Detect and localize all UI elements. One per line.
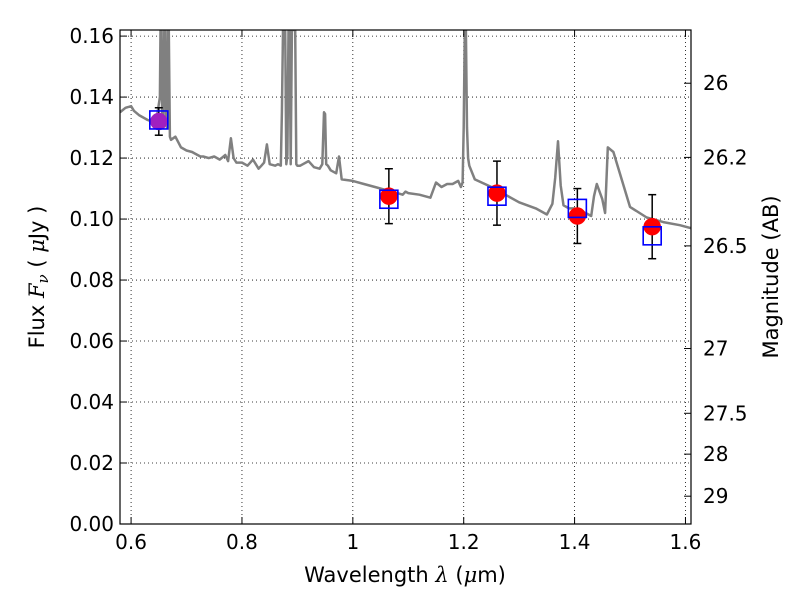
y-tick-label: 0.14: [69, 85, 114, 109]
x-tick-label: 0.6: [115, 530, 147, 554]
x-tick-label: 1.4: [559, 530, 591, 554]
y2-axis-label: Magnitude (AB): [759, 195, 783, 358]
y2-tick-label: 28: [703, 442, 728, 466]
y-tick-label: 0.10: [69, 207, 114, 231]
x-tick-label: 1.6: [670, 530, 702, 554]
model-photometry-square: [642, 226, 662, 246]
model-spectrum-line: [120, 30, 691, 230]
y-tick-label: 0.04: [69, 390, 114, 414]
y-tick-label: 0.00: [69, 512, 114, 536]
error-bars: [154, 107, 657, 260]
plot-data-layer: [120, 30, 691, 260]
observed-point: [568, 207, 587, 225]
y2-tick-label: 26: [703, 71, 728, 95]
model-photometry-square: [487, 186, 507, 206]
x-axis-ticks: 0.6 0.8 1 1.2 1.4 1.6: [115, 30, 701, 554]
y-tick-label: 0.08: [69, 268, 114, 292]
model-photometry-squares: [149, 110, 662, 246]
model-photometry-square: [149, 110, 169, 130]
y-axis-ticks: 0.00 0.02 0.04 0.06 0.08 0.10 0.12 0.14 0.16: [69, 24, 127, 536]
observed-point: [150, 112, 168, 131]
model-photometry-square: [567, 198, 588, 219]
x-tick-label: 1: [346, 530, 359, 554]
y2-tick-label: 29: [703, 484, 728, 508]
plot-frame: [119, 29, 692, 525]
y-tick-label: 0.02: [69, 451, 114, 475]
x-tick-label: 1.2: [448, 530, 480, 554]
y-tick-label: 0.16: [69, 24, 114, 48]
y-tick-label: 0.12: [69, 146, 114, 170]
grid-lines: [120, 30, 691, 525]
x-tick-label: 0.8: [226, 530, 258, 554]
y-axis-label: Flux Fν ( μJy ): [25, 206, 52, 349]
y-tick-label: 0.06: [69, 329, 114, 353]
y2-tick-label: 27: [703, 337, 728, 361]
model-photometry-square: [379, 189, 399, 210]
x-axis-label: Wavelength λ (μm): [304, 563, 506, 587]
y2-tick-label: 27.5: [703, 401, 748, 425]
y2-tick-label: 26.2: [703, 145, 748, 169]
y2-tick-label: 26.5: [703, 234, 748, 258]
y2-axis-ticks: 26 26.2 26.5 27 27.5 28 29: [684, 71, 748, 508]
